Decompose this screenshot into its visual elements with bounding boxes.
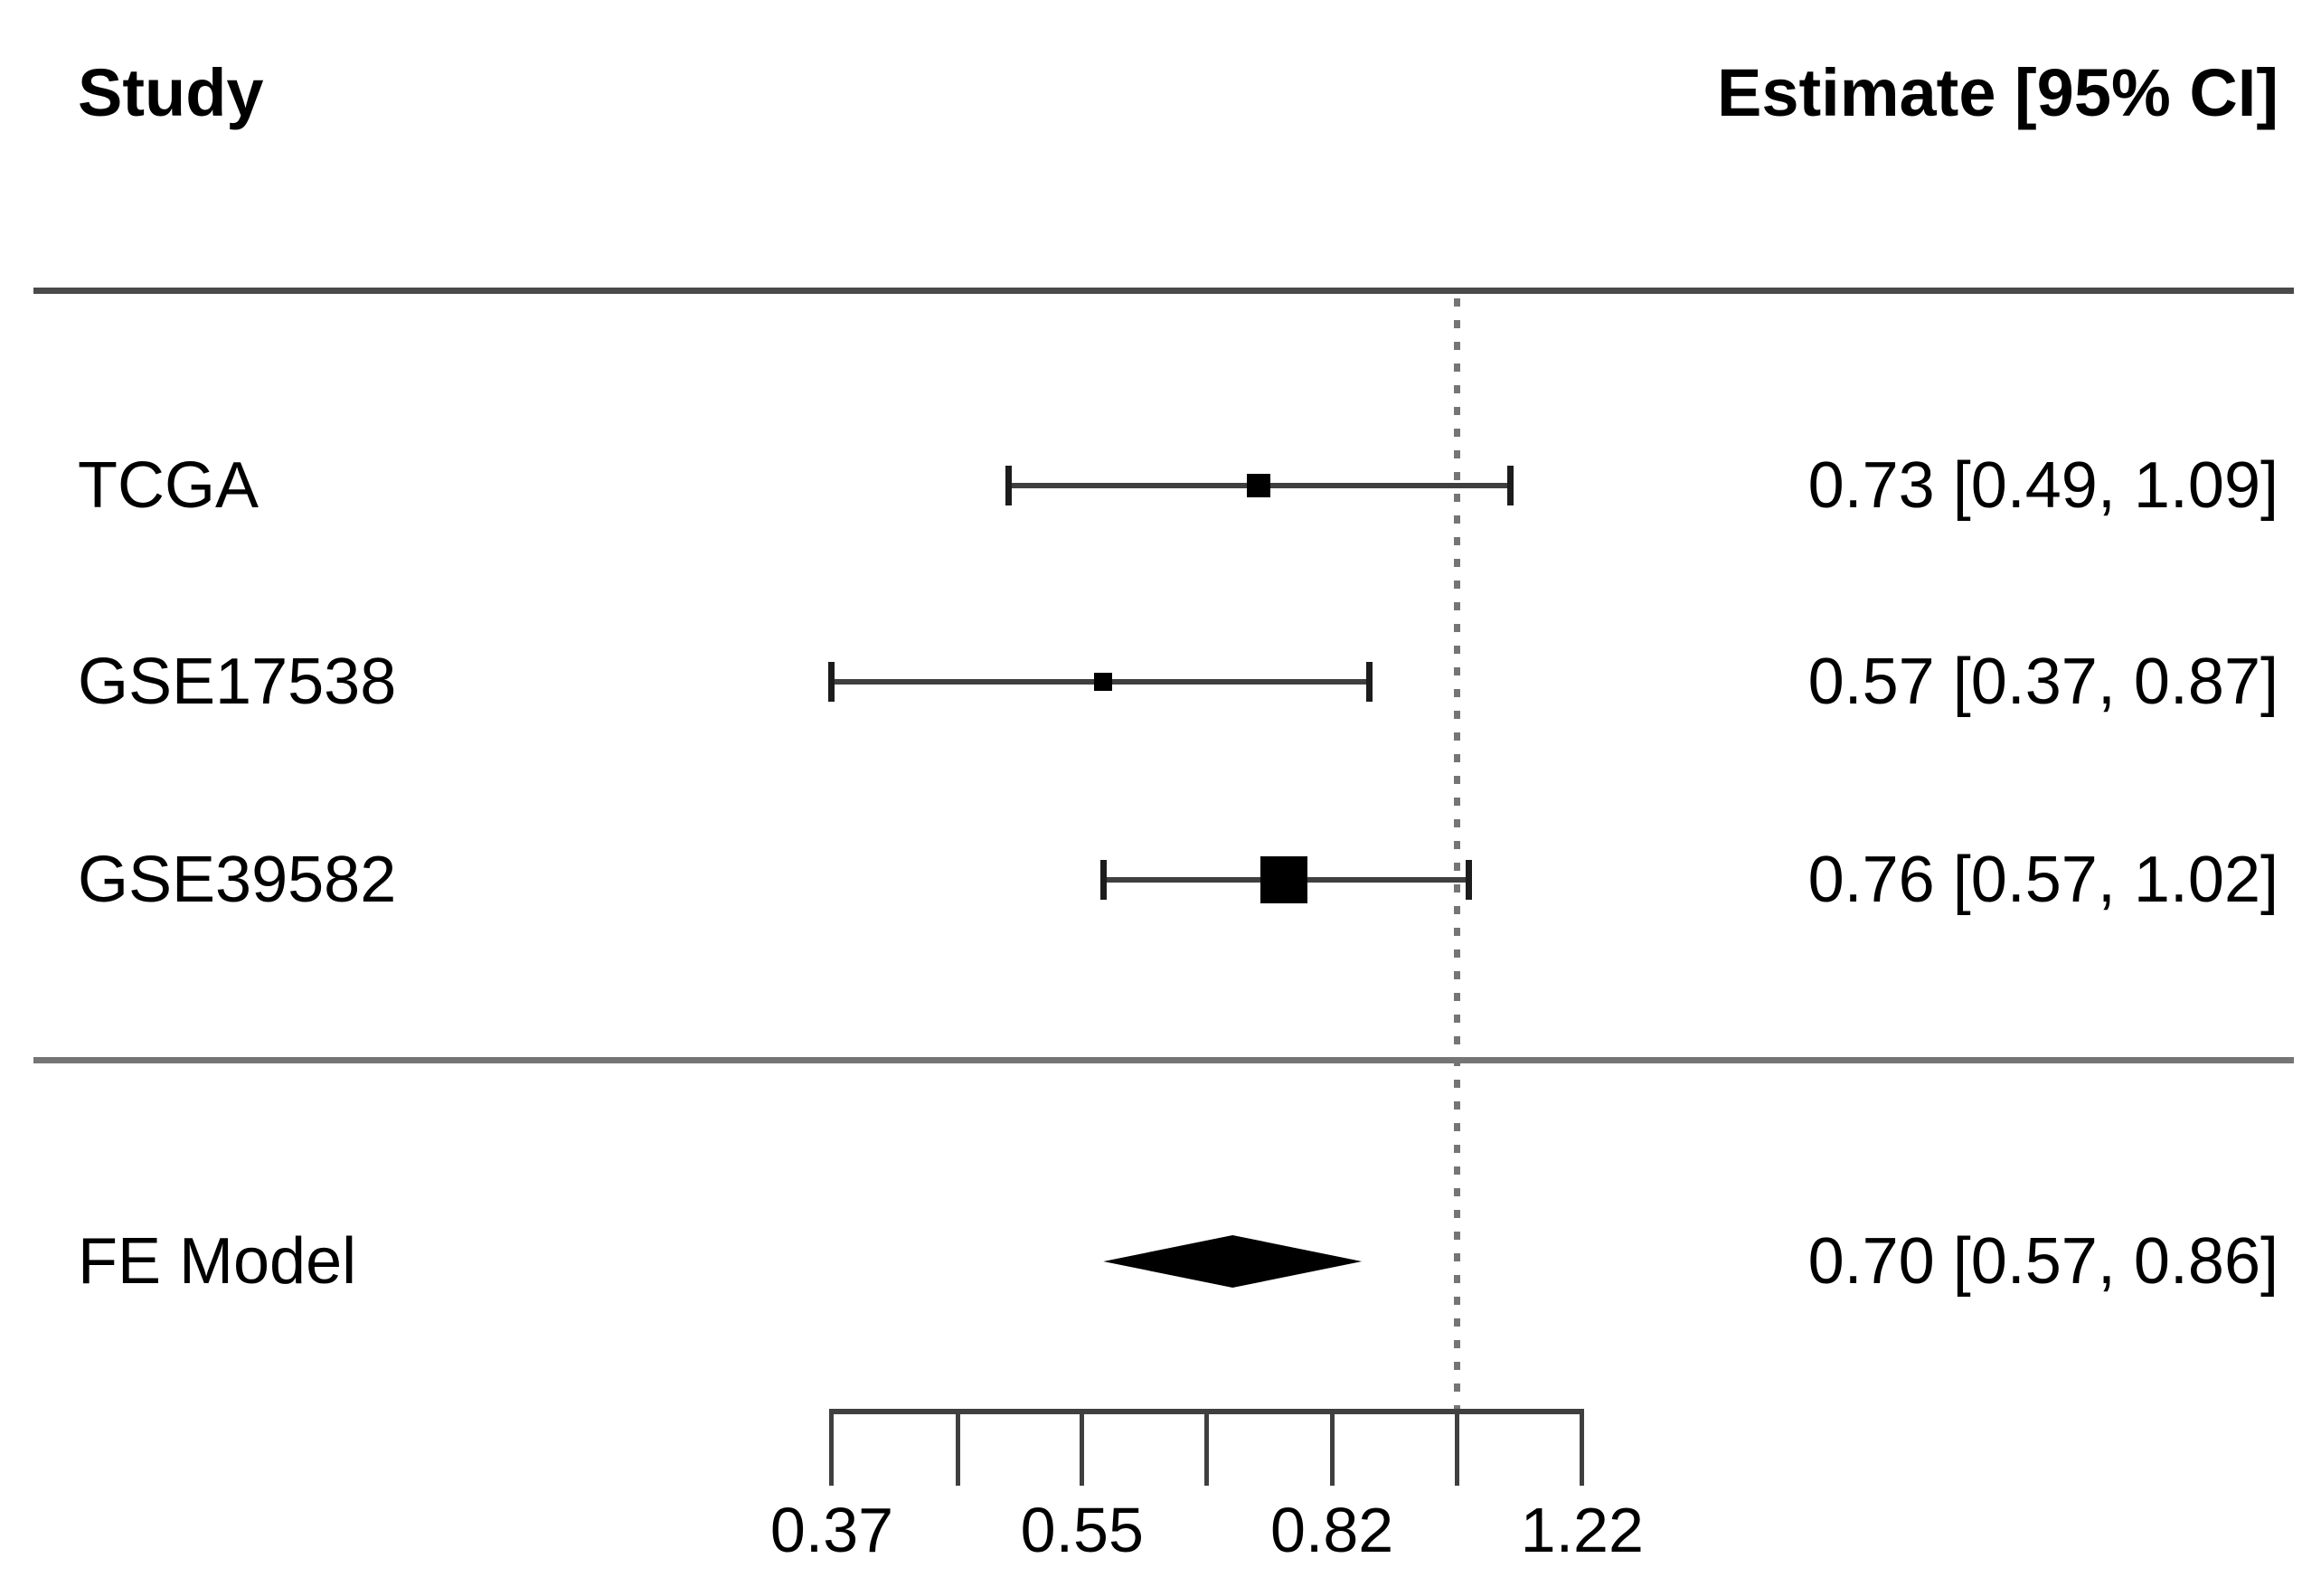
estimate-value: 0.76 [0.57, 1.02] [1807,844,2279,916]
summary-estimate-value: 0.70 [0.57, 0.86] [1807,1225,2279,1298]
ci-cap-right [1365,662,1373,702]
axis-tick-label: 0.82 [1269,1495,1394,1565]
axis-tick [1329,1412,1335,1486]
axis-tick-label: 0.37 [769,1495,894,1565]
estimate-value: 0.57 [0.37, 0.87] [1807,646,2279,718]
ci-cap-left [1099,860,1107,900]
axis-tick [1204,1412,1210,1486]
study-label: TCGA [78,449,259,522]
study-label: GSE39582 [78,844,397,916]
study-column-header: Study [78,55,264,130]
axis-tick-label: 1.22 [1520,1495,1644,1565]
ci-cap-left [828,662,835,702]
axis-tick-label: 0.55 [1020,1495,1144,1565]
ci-cap-right [1466,860,1473,900]
axis-tick [1580,1412,1585,1486]
estimate-value: 0.73 [0.49, 1.09] [1807,449,2279,522]
summary-divider-line [33,1057,2294,1063]
point-estimate-marker [1247,474,1271,497]
reference-line [1453,298,1460,1411]
study-label: GSE17538 [78,646,397,718]
point-estimate-marker [1260,856,1308,903]
estimate-column-header: Estimate [95% CI] [1717,55,2279,130]
summary-diamond [1103,1235,1363,1288]
axis-tick [829,1412,835,1486]
ci-cap-right [1507,466,1514,505]
point-estimate-marker [1094,673,1113,691]
axis-tick [1455,1412,1460,1486]
summary-label: FE Model [78,1225,357,1298]
header-divider-line [33,288,2294,294]
axis-tick [1080,1412,1085,1486]
ci-cap-left [1005,466,1012,505]
axis-tick [955,1412,960,1486]
